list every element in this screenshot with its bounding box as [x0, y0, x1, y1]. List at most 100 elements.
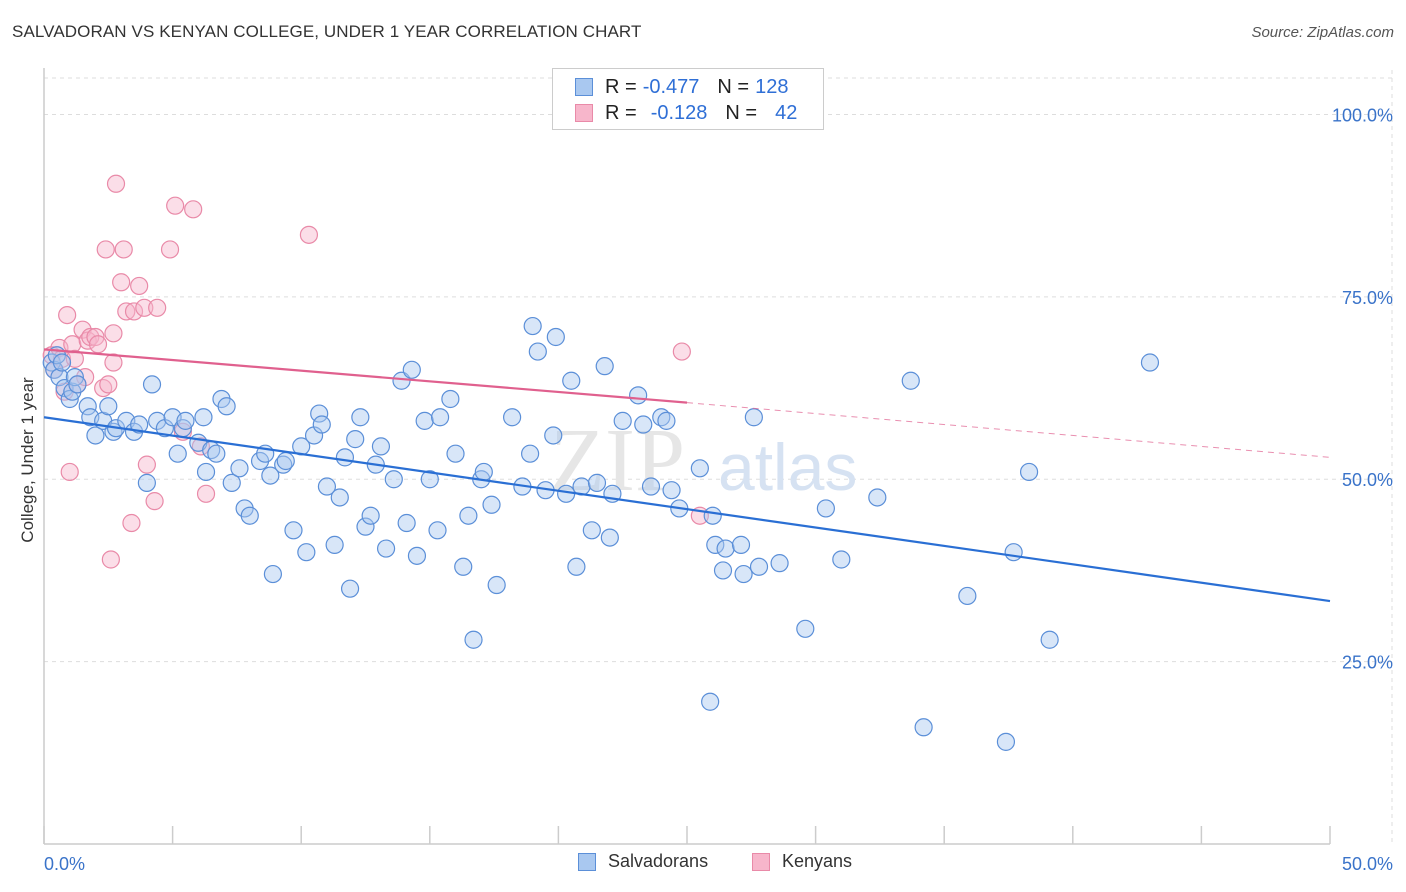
- kenyans-point: [184, 200, 203, 219]
- kenyans-point: [160, 240, 180, 259]
- legend-swatch-blue: [578, 852, 596, 871]
- kenyans-point: [99, 375, 118, 394]
- salvadorans-point: [261, 466, 280, 485]
- y-tick-label: 75.0%: [1342, 288, 1393, 308]
- kenyans-point: [114, 240, 133, 259]
- salvadorans-point: [263, 564, 283, 584]
- legend-n-label: N =: [717, 75, 750, 98]
- salvadorans-point: [430, 408, 450, 427]
- trend-lines: [43, 348, 1331, 603]
- salvadorans-point: [176, 411, 195, 430]
- salvadorans-point: [454, 557, 473, 576]
- salvadorans-point: [713, 561, 733, 580]
- salvadorans-point: [528, 342, 547, 361]
- salvadorans-point: [521, 444, 540, 463]
- y-tick-label: 50.0%: [1342, 470, 1393, 490]
- legend-item-salvadorans[interactable]: Salvadorans: [578, 851, 708, 872]
- salvadorans-point: [60, 389, 79, 409]
- kenyans-trend-line: [43, 348, 688, 404]
- salvadorans-point: [222, 473, 241, 492]
- salvadorans-point: [50, 368, 69, 387]
- salvadorans-point: [335, 448, 355, 467]
- kenyans-point: [130, 276, 149, 296]
- kenyans-point: [104, 324, 123, 343]
- salvadorans-point: [701, 692, 720, 711]
- salvadorans-point: [402, 360, 421, 379]
- salvadorans-point: [441, 389, 460, 409]
- kenyans-point: [124, 302, 144, 321]
- salvadorans-point: [734, 564, 753, 584]
- salvadorans-point: [65, 368, 84, 387]
- watermark-atlas: atlas: [718, 430, 857, 504]
- salvadorans-point: [770, 554, 789, 573]
- salvadorans-point: [562, 371, 581, 390]
- salvadorans-point: [1004, 543, 1023, 562]
- grid-lines: [44, 70, 1393, 844]
- salvadorans-trend-line: [43, 416, 1331, 603]
- salvadorans-point: [749, 557, 769, 576]
- salvadorans-point: [595, 357, 614, 376]
- kenyans-point: [86, 327, 105, 347]
- kenyans-point: [299, 225, 319, 244]
- salvadorans-point: [482, 495, 501, 514]
- kenyans-point: [145, 492, 164, 511]
- salvadorans-point: [523, 316, 542, 336]
- salvadorans-point: [142, 375, 162, 394]
- salvadorans-point: [361, 506, 380, 525]
- salvadorans-point: [487, 575, 506, 595]
- salvadorans-point: [194, 408, 213, 427]
- salvadorans-point: [351, 408, 370, 427]
- salvadorans-point: [996, 732, 1016, 751]
- salvadorans-point: [376, 539, 396, 558]
- series-legend: Salvadorans Kenyans: [0, 851, 1406, 877]
- kenyans-point: [88, 335, 108, 354]
- salvadorans-point: [52, 353, 72, 372]
- salvadorans-point: [78, 397, 97, 416]
- kenyans-point: [117, 302, 136, 321]
- kenyans-point: [112, 273, 131, 292]
- kenyans-point: [122, 513, 141, 533]
- salvadorans-point: [397, 513, 416, 533]
- tick-labels: 25.0% 50.0% 75.0% 100.0% 0.0% 50.0%: [44, 105, 1393, 874]
- legend-r-label: R =: [605, 75, 637, 98]
- salvadorans-point: [544, 426, 563, 445]
- salvadorans-point: [217, 397, 236, 416]
- salvadorans-point: [901, 371, 920, 390]
- salvadorans-point: [310, 404, 329, 423]
- legend-item-kenyans[interactable]: Kenyans: [752, 851, 852, 872]
- salvadorans-point: [415, 411, 434, 430]
- salvadorans-point: [384, 470, 403, 489]
- kenyans-point: [58, 305, 77, 325]
- salvadorans-point: [428, 521, 447, 540]
- salvadorans-point: [567, 557, 586, 576]
- salvadorans-point: [634, 415, 653, 434]
- axes: [43, 68, 1331, 845]
- salvadorans-point: [832, 550, 851, 569]
- legend-label-kenyans: Kenyans: [782, 851, 853, 871]
- salvadorans-point: [690, 459, 709, 478]
- salvadorans-point: [613, 411, 632, 430]
- kenyans-point: [196, 484, 216, 503]
- legend-swatch-pink: [575, 104, 593, 122]
- salvadorans-point: [657, 411, 676, 430]
- salvadorans-point: [240, 506, 259, 525]
- x-tick-label-min: 0.0%: [44, 854, 85, 874]
- legend-r-value: -0.128: [650, 101, 708, 124]
- salvadorans-point: [340, 579, 360, 598]
- salvadorans-point: [459, 506, 478, 525]
- salvadorans-point: [137, 473, 156, 492]
- salvadorans-point: [662, 481, 681, 500]
- chart-source: Source: ZipAtlas.com: [1251, 24, 1394, 41]
- salvadorans-point: [168, 444, 187, 463]
- salvadorans-point: [330, 488, 349, 507]
- legend-row-salvadorans: R = -0.477 N = 128: [575, 74, 788, 100]
- kenyans-point: [76, 368, 95, 387]
- salvadorans-point: [371, 437, 391, 456]
- kenyans-point: [104, 353, 123, 372]
- kenyans-point: [101, 550, 120, 569]
- salvadorans-point: [703, 506, 722, 525]
- salvadorans-point: [914, 718, 933, 737]
- kenyans-point: [148, 298, 167, 317]
- kenyans-point: [166, 196, 185, 215]
